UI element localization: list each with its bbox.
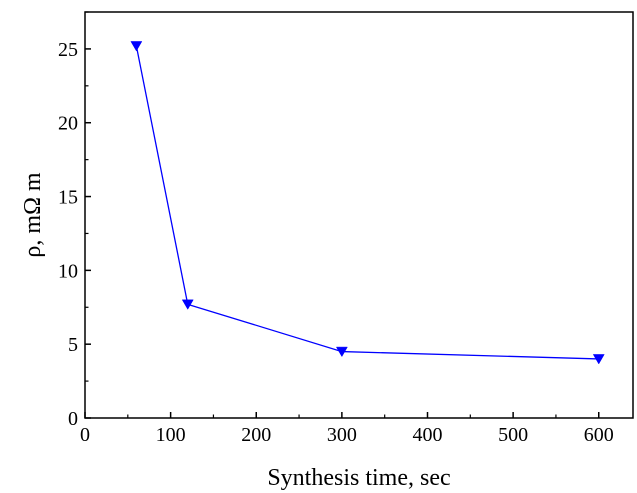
y-tick-label: 20	[58, 113, 78, 135]
x-axis: 0 100 200 300 400 500 600	[80, 412, 614, 446]
x-tick-label: 0	[80, 424, 90, 446]
data-point-marker	[181, 299, 194, 310]
x-tick-label: 100	[156, 424, 186, 446]
data-point-marker	[130, 41, 143, 52]
x-tick-label: 300	[327, 424, 357, 446]
y-tick-label: 25	[58, 39, 78, 61]
x-tick-label: 200	[241, 424, 271, 446]
y-axis: 0 5 10 15 20 25	[58, 11, 91, 430]
series-line	[135, 45, 599, 360]
plot-frame	[84, 11, 634, 419]
series-group	[130, 41, 605, 365]
x-tick-label: 600	[584, 424, 614, 446]
x-axis-title: Synthesis time, sec	[267, 465, 450, 491]
data-point-marker	[335, 346, 348, 358]
y-tick-label: 10	[58, 260, 78, 282]
y-tick-label: 0	[68, 408, 78, 430]
data-point-marker	[592, 354, 605, 365]
x-tick-label: 400	[413, 424, 443, 446]
y-axis-title: ρ, mΩ m	[20, 172, 46, 257]
y-tick-label: 5	[68, 334, 78, 356]
x-tick-label: 500	[498, 424, 528, 446]
y-tick-label: 15	[58, 187, 78, 209]
